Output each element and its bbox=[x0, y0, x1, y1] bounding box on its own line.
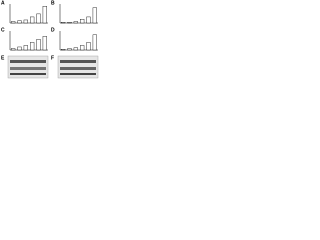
bar bbox=[23, 45, 28, 51]
panel-label: C bbox=[1, 27, 5, 33]
bar bbox=[92, 34, 97, 51]
bar bbox=[23, 19, 28, 24]
bar bbox=[67, 22, 72, 24]
bar bbox=[36, 13, 41, 24]
bar bbox=[80, 19, 85, 24]
panel-label: B bbox=[51, 0, 55, 6]
bar bbox=[42, 6, 47, 24]
bar bbox=[36, 39, 41, 51]
bar bbox=[67, 48, 72, 51]
blot-band bbox=[10, 67, 46, 70]
blot-band bbox=[10, 73, 46, 75]
panel-label: A bbox=[1, 0, 5, 6]
bar bbox=[92, 7, 97, 24]
bar bbox=[80, 45, 85, 51]
blot-band bbox=[60, 73, 96, 75]
bar bbox=[42, 36, 47, 51]
bar bbox=[61, 22, 66, 24]
bar bbox=[17, 46, 22, 51]
bar bbox=[86, 42, 91, 51]
figure: E F A B C D bbox=[1, 0, 99, 79]
blot-area: E F bbox=[1, 55, 99, 79]
bar bbox=[86, 16, 91, 24]
blot-band bbox=[60, 67, 96, 70]
bar bbox=[30, 16, 35, 24]
bar bbox=[30, 42, 35, 51]
blot-band bbox=[10, 60, 46, 63]
panel-label: D bbox=[51, 27, 55, 33]
bar bbox=[11, 21, 16, 24]
bar bbox=[61, 49, 66, 51]
bar bbox=[11, 48, 16, 51]
bar bbox=[73, 21, 78, 24]
bar bbox=[17, 20, 22, 24]
panel-label: E bbox=[1, 55, 5, 61]
bar bbox=[73, 47, 78, 51]
blot-band bbox=[60, 60, 96, 63]
panel-label: F bbox=[51, 55, 54, 61]
